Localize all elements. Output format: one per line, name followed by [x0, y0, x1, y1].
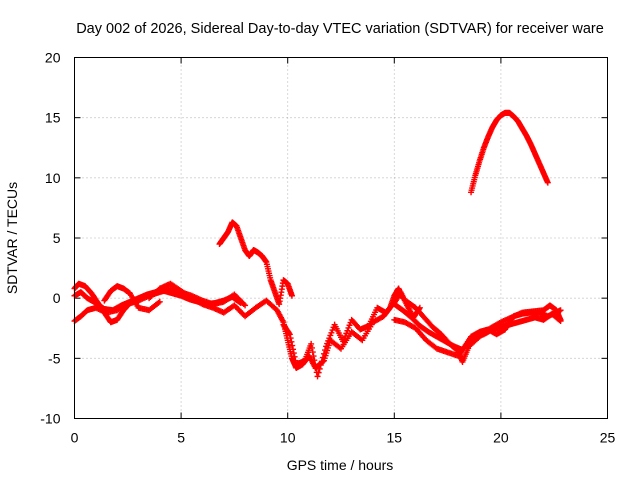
data-point: [342, 333, 349, 340]
y-tick-label: 0: [53, 290, 61, 306]
y-tick-label: 5: [53, 230, 61, 246]
data-point: [324, 340, 331, 347]
data-point: [319, 354, 326, 361]
data-point: [316, 365, 323, 372]
satellite-track-6: [216, 219, 295, 308]
y-tick-label: -10: [40, 411, 60, 427]
data-point: [315, 369, 322, 376]
data-point: [327, 332, 334, 339]
data-point: [345, 324, 352, 331]
data-point: [308, 344, 315, 351]
data-point: [326, 335, 333, 342]
data-point: [290, 346, 297, 353]
data-point: [288, 292, 295, 299]
data-point: [320, 350, 327, 357]
data-point: [286, 330, 293, 337]
plot-frame: [74, 57, 608, 419]
y-tick-label: 20: [45, 50, 61, 66]
y-axis-label: SDTVAR / TECUs: [4, 182, 20, 294]
data-point: [126, 300, 133, 307]
data-point: [156, 298, 163, 305]
data-point: [322, 347, 329, 354]
data-point: [344, 327, 351, 334]
x-tick-label: 20: [493, 430, 509, 446]
satellite-track-4: [101, 283, 163, 314]
y-tick-label: 15: [45, 110, 61, 126]
data-point: [309, 349, 316, 356]
y-tick-label: 10: [45, 170, 61, 186]
data-point: [325, 337, 332, 344]
data-point: [289, 342, 296, 349]
data-point: [312, 361, 319, 368]
x-tick-label: 15: [387, 430, 403, 446]
data-point: [310, 353, 317, 360]
data-point: [288, 338, 295, 345]
data-point: [318, 358, 325, 365]
x-tick-labels: 0 5 10 15 20 25: [71, 430, 616, 446]
data-point: [291, 353, 298, 360]
data-point: [311, 357, 318, 364]
data-point: [544, 179, 551, 186]
data-point: [328, 329, 335, 336]
x-tick-label: 5: [177, 430, 185, 446]
data-point: [340, 338, 347, 345]
data-point: [343, 330, 350, 337]
grid-lines: [74, 57, 608, 419]
y-tick-labels: -10 -5 0 5 10 15 20: [40, 50, 60, 427]
x-tick-label: 10: [280, 430, 296, 446]
data-point: [341, 335, 348, 342]
data-point: [557, 316, 564, 323]
data-point: [292, 357, 299, 364]
data-point: [242, 302, 249, 309]
data-point: [317, 362, 324, 369]
x-tick-label: 25: [600, 430, 616, 446]
satellite-track-10: [404, 298, 564, 365]
chart-title: Day 002 of 2026, Sidereal Day-to-day VTE…: [76, 21, 604, 37]
data-point: [286, 331, 293, 338]
data-point: [314, 373, 321, 380]
satellite-track-11: [468, 109, 551, 196]
data-markers: [71, 109, 564, 380]
data-point: [287, 335, 294, 342]
data-point: [290, 350, 297, 357]
data-point: [308, 340, 315, 347]
x-axis-label: GPS time / hours: [287, 457, 394, 473]
y-tick-label: -5: [48, 350, 61, 366]
data-point: [126, 299, 133, 306]
x-tick-label: 0: [71, 430, 79, 446]
satellite-track-3: [71, 280, 133, 326]
data-point: [323, 343, 330, 350]
data-point: [329, 327, 336, 334]
data-point: [346, 322, 353, 329]
tick-marks: [74, 57, 608, 419]
